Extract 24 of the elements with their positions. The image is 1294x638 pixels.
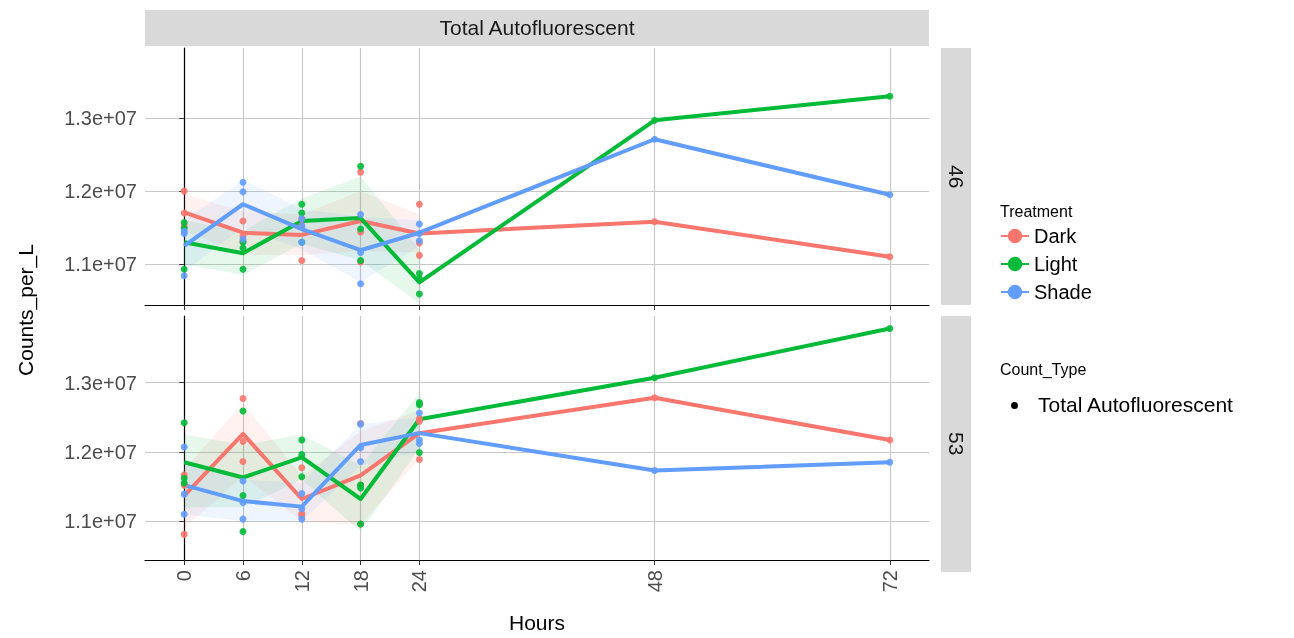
text: 53 (941, 316, 971, 572)
y-tick-label: 1.1e+07 (64, 510, 137, 533)
x-tick-label: 0 (173, 570, 196, 582)
x-tick-label: 72 (878, 570, 901, 593)
y-tick-label: 1.3e+07 (64, 107, 137, 130)
legend-label: Shade (1034, 281, 1092, 303)
y-axis-title: Counts_per_L (14, 244, 38, 376)
y-tick-label: 1.1e+07 (64, 253, 137, 276)
y-tick-label: 1.2e+07 (64, 440, 137, 463)
legend-label: Dark (1034, 225, 1078, 247)
text: Total Autofluorescent (1038, 393, 1233, 417)
text: 46 (941, 48, 971, 305)
x-tick-label: 12 (290, 570, 313, 593)
x-tick-label: 48 (643, 570, 666, 593)
legend-title: Treatment (1000, 203, 1073, 221)
y-tick-label: 1.2e+07 (64, 180, 137, 203)
x-tick-label: 18 (349, 570, 372, 593)
chart-title: Total Autofluorescent (145, 10, 929, 46)
x-tick-label: 6 (232, 570, 254, 582)
x-axis-title: Hours (508, 611, 566, 634)
x-tick-label: 24 (408, 570, 431, 593)
legend-label: Light (1034, 253, 1078, 275)
y-tick-label: 1.3e+07 (64, 371, 137, 394)
text: Count_Type (1000, 361, 1087, 379)
